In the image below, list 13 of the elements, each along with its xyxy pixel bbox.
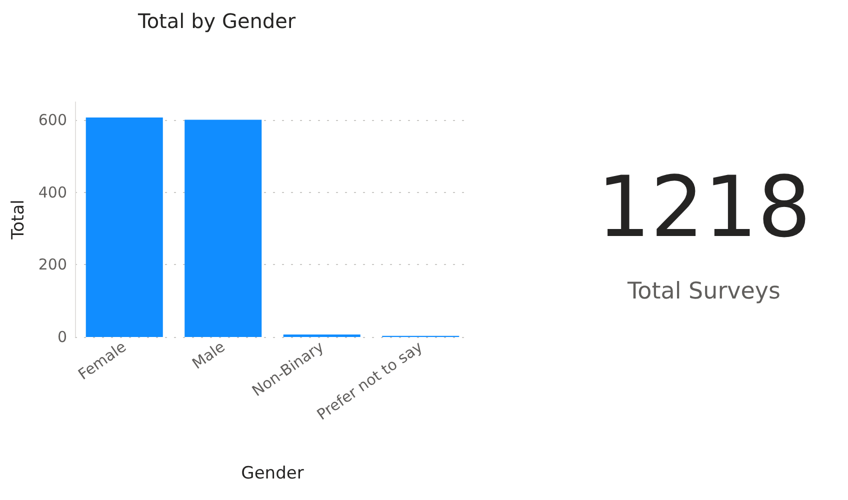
category-label: Total Surveys bbox=[626, 278, 781, 304]
y-axis-title: Total bbox=[8, 200, 28, 240]
y-tick-label: 600 bbox=[38, 111, 67, 130]
bar bbox=[184, 120, 262, 337]
x-axis-title: Gender bbox=[241, 464, 304, 484]
bar bbox=[86, 118, 163, 337]
y-tick-label: 0 bbox=[57, 328, 67, 346]
bar bbox=[283, 334, 360, 337]
chart-title: Total by Gender bbox=[137, 9, 296, 33]
y-tick-label: 400 bbox=[38, 183, 67, 202]
y-tick-label: 200 bbox=[38, 256, 67, 274]
x-tick-label: Male bbox=[188, 338, 228, 373]
data-label: 1218 bbox=[597, 158, 811, 256]
